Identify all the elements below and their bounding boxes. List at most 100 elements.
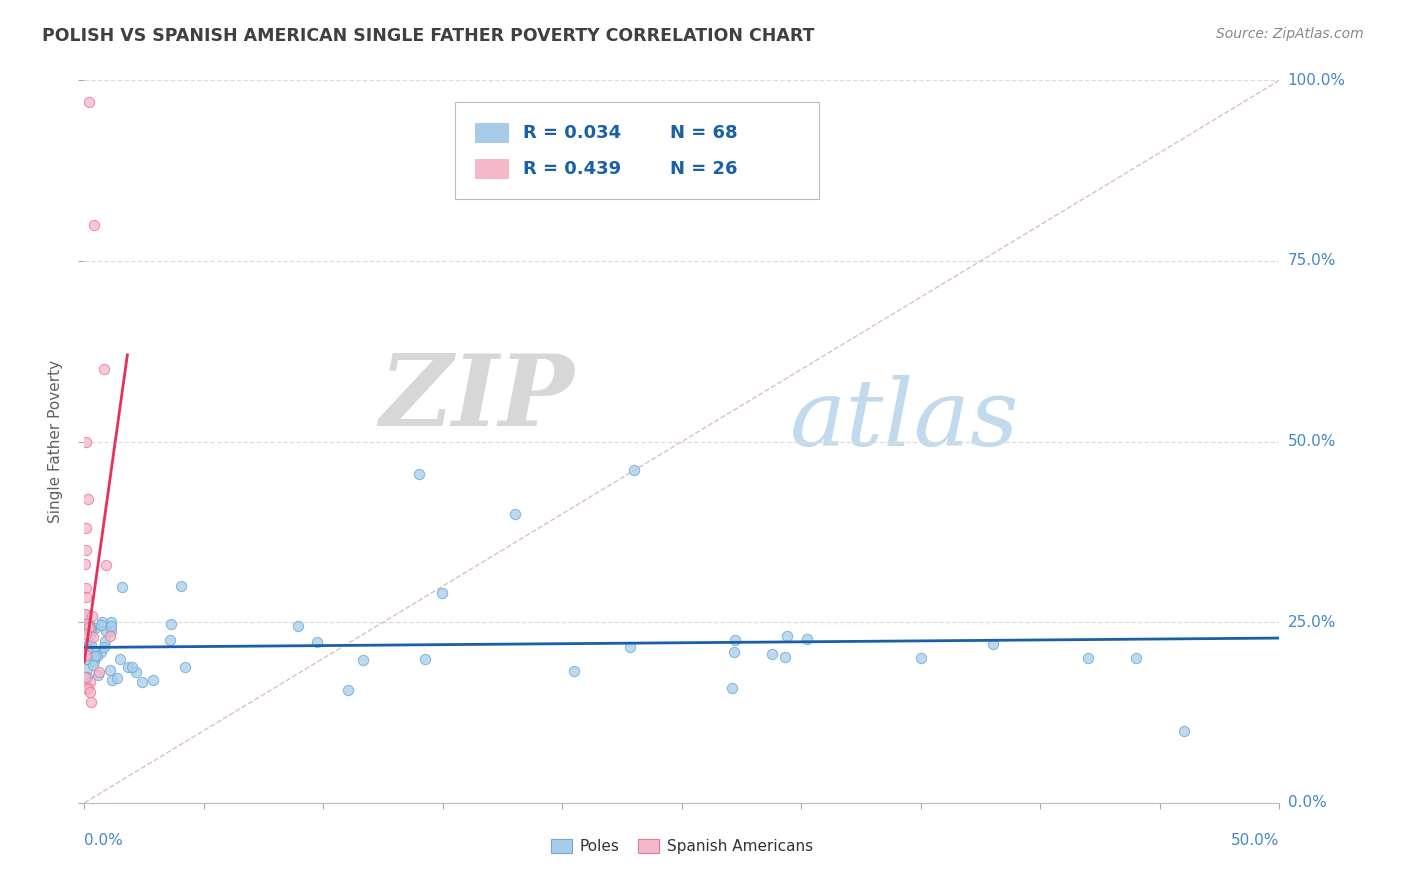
Point [76, 681, 98, 696]
Point [761, 647, 783, 661]
Point [107, 671, 129, 685]
Point [131, 674, 153, 689]
Point [76, 641, 98, 656]
Point [79, 624, 101, 638]
Point [82, 630, 104, 644]
Point [75, 542, 97, 557]
Point [80, 695, 103, 709]
Point [124, 665, 146, 679]
Point [77, 681, 100, 696]
Point [723, 645, 745, 659]
Point [142, 673, 165, 687]
Text: 25.0%: 25.0% [1288, 615, 1336, 630]
Point [76, 662, 98, 676]
Point [173, 659, 195, 673]
Point [307, 635, 329, 649]
Point [100, 619, 122, 633]
Point [79, 621, 101, 635]
Point [76, 670, 98, 684]
Point [170, 579, 193, 593]
Point [723, 632, 745, 647]
Point [76, 652, 98, 666]
Point [87, 665, 110, 680]
Text: 50.0%: 50.0% [1288, 434, 1336, 449]
Point [562, 664, 585, 678]
Point [100, 624, 122, 638]
Point [121, 660, 143, 674]
Point [100, 673, 122, 687]
Point [87, 668, 110, 682]
Point [1173, 723, 1195, 738]
Legend: Poles, Spanish Americans: Poles, Spanish Americans [544, 833, 820, 860]
Point [159, 616, 181, 631]
Point [773, 650, 796, 665]
Point [100, 615, 122, 629]
Point [721, 681, 744, 696]
Point [76, 521, 98, 535]
Point [80, 638, 103, 652]
Point [75, 607, 97, 622]
Point [83, 218, 105, 232]
Text: ZIP: ZIP [380, 350, 575, 446]
Point [776, 629, 799, 643]
Point [76, 642, 98, 657]
Text: R = 0.439: R = 0.439 [523, 161, 621, 178]
Point [430, 586, 453, 600]
Point [503, 507, 526, 521]
Point [77, 95, 100, 109]
Point [1077, 651, 1099, 665]
Point [82, 608, 104, 623]
Point [77, 620, 100, 634]
Point [117, 660, 139, 674]
Point [75, 558, 97, 572]
FancyBboxPatch shape [475, 159, 509, 179]
Point [90, 615, 112, 629]
Point [82, 657, 104, 672]
Point [75, 648, 97, 663]
Point [75, 581, 97, 595]
Point [76, 608, 98, 623]
Point [408, 467, 430, 481]
Point [93, 362, 115, 376]
Point [159, 633, 181, 648]
Text: POLISH VS SPANISH AMERICAN SINGLE FATHER POVERTY CORRELATION CHART: POLISH VS SPANISH AMERICAN SINGLE FATHER… [42, 27, 814, 45]
Point [77, 636, 100, 650]
Point [93, 640, 115, 654]
Text: R = 0.034: R = 0.034 [523, 124, 621, 142]
Text: Source: ZipAtlas.com: Source: ZipAtlas.com [1216, 27, 1364, 41]
Point [98, 663, 121, 677]
Point [83, 644, 105, 658]
Point [86, 649, 108, 664]
Point [77, 621, 100, 635]
Point [111, 580, 134, 594]
Point [287, 619, 309, 633]
Point [108, 652, 131, 666]
Point [75, 590, 97, 604]
Point [83, 654, 105, 668]
Point [75, 627, 97, 641]
Text: 75.0%: 75.0% [1288, 253, 1336, 268]
Point [94, 634, 117, 648]
Point [83, 649, 105, 664]
Point [94, 558, 117, 572]
Point [1125, 651, 1147, 665]
Text: 0.0%: 0.0% [1288, 796, 1326, 810]
Point [75, 434, 97, 449]
Point [77, 616, 100, 631]
Text: N = 68: N = 68 [671, 124, 738, 142]
FancyBboxPatch shape [475, 123, 509, 143]
Point [910, 651, 932, 665]
Point [619, 640, 641, 655]
Point [796, 632, 818, 646]
Point [90, 645, 112, 659]
Point [90, 618, 112, 632]
FancyBboxPatch shape [456, 102, 820, 200]
Text: 0.0%: 0.0% [84, 833, 124, 848]
Text: N = 26: N = 26 [671, 161, 738, 178]
Y-axis label: Single Father Poverty: Single Father Poverty [48, 360, 63, 523]
Point [80, 623, 103, 637]
Point [83, 621, 105, 635]
Point [623, 463, 645, 477]
Point [75, 670, 97, 684]
Point [77, 492, 100, 507]
